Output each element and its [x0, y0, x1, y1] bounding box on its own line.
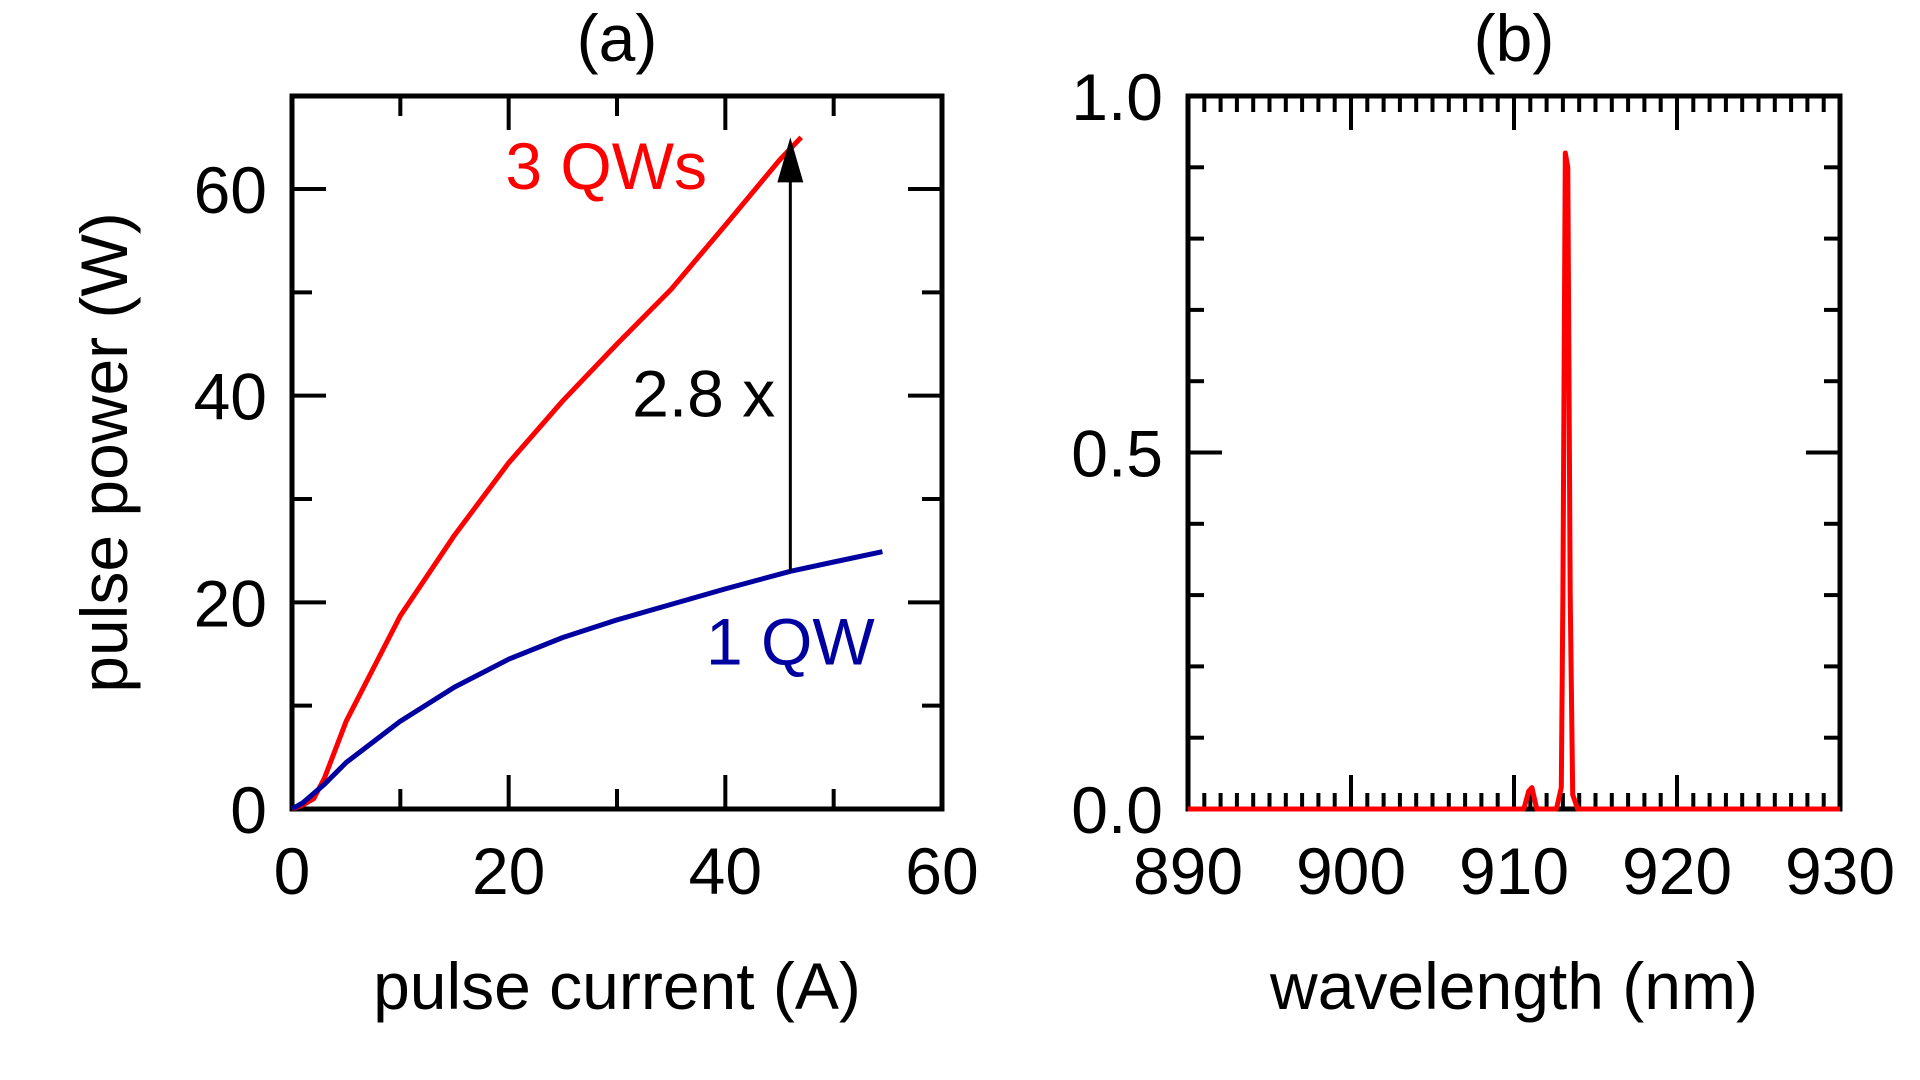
- x-tick-label: 20: [472, 834, 545, 908]
- x-axis-label: wavelength (nm): [1269, 949, 1758, 1023]
- series-line-3-qws: [291, 135, 804, 812]
- x-tick-label: 0: [274, 834, 311, 908]
- y-tick-label: 60: [194, 153, 267, 227]
- y-tick-label: 0.0: [1071, 773, 1163, 847]
- arrow-head-icon: [777, 137, 804, 183]
- series-line-spectrum: [1188, 150, 1840, 812]
- annotation-label: 2.8 x: [632, 356, 775, 430]
- y-tick-label: 20: [194, 566, 267, 640]
- plot-frame: [1185, 93, 1843, 812]
- y-tick-label: 0: [230, 773, 267, 847]
- annotation-label: 3 QWs: [505, 129, 707, 203]
- panel-a-power-vs-current: 0 20 40 60 0 20 40 60 (a) pulse current (A) pulse …: [67, 1, 979, 1023]
- x-tick-label: 900: [1296, 834, 1406, 908]
- y-tick-label: 40: [194, 360, 267, 434]
- y-tick-label: 0.5: [1071, 417, 1163, 491]
- chart-title: (b): [1474, 1, 1555, 75]
- x-tick-label: 930: [1785, 834, 1895, 908]
- series-line-1-qw: [290, 549, 883, 812]
- y-axis-label: pulse power (W): [67, 212, 141, 692]
- chart-title: (a): [577, 1, 658, 75]
- panel-b-spectrum: 890 900 910 920 930 0.0 0.5 1.0 (b) wavelength (n…: [1071, 1, 1895, 1023]
- x-tick-label: 60: [905, 834, 978, 908]
- x-axis-label: pulse current (A): [373, 949, 861, 1023]
- y-tick-label: 1.0: [1071, 60, 1163, 134]
- x-tick-label: 910: [1459, 834, 1569, 908]
- x-tick-label: 920: [1622, 834, 1732, 908]
- x-tick-label: 40: [689, 834, 762, 908]
- x-tick-label: 890: [1133, 834, 1243, 908]
- annotation-label: 1 QW: [706, 604, 875, 678]
